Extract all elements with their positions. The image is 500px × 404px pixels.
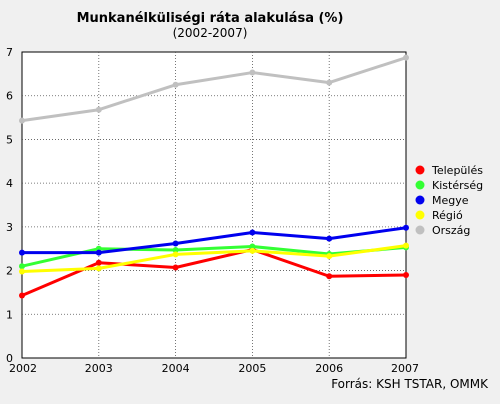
x-tick-label: 2005 [238,362,266,375]
x-tick-label: 2004 [162,362,190,375]
data-point [19,292,25,299]
data-point [172,81,179,88]
legend-marker [415,180,425,190]
data-point [19,268,25,275]
data-point [403,271,409,278]
legend-label: Régió [432,209,463,222]
y-tick-label: 2 [6,265,13,278]
x-tick-label: 2006 [315,362,343,375]
legend-label: Kistérség [432,179,483,192]
data-point [172,251,179,258]
data-point [19,263,25,270]
x-tick-label: 2007 [391,362,419,375]
chart-subtitle: (2002-2007) [173,26,248,40]
data-point [326,79,333,86]
legend-label: Település [431,164,483,177]
data-point [403,242,409,249]
legend-marker [415,210,425,220]
data-point [403,224,409,231]
data-point [172,264,179,271]
data-point [403,54,409,61]
data-point [249,243,256,250]
series-group [19,54,409,299]
data-point [326,273,333,280]
y-tick-label: 5 [6,133,13,146]
x-tick-label: 2002 [9,362,37,375]
grid-lines [22,52,406,358]
plot-area [21,51,407,359]
source-note: Forrás: KSH TSTAR, OMMK [331,377,489,391]
series-line [21,56,407,123]
chart-title: Munkanélküliségi ráta alakulása (%) [77,11,344,26]
y-tick-label: 7 [6,46,13,59]
data-point [249,69,256,76]
data-point [172,247,179,254]
legend: Település Kistérség Megye Régió Ország [415,164,483,237]
y-tick-label: 4 [6,177,13,190]
legend-label: Megye [432,194,469,207]
data-point [326,235,333,242]
data-point [172,240,179,247]
y-axis-ticks: 0 1 2 3 4 5 6 7 [6,46,13,365]
data-point [19,249,25,256]
data-point [249,247,256,254]
legend-marker [415,225,425,235]
y-tick-label: 1 [6,308,13,321]
data-point [249,229,256,236]
x-tick-label: 2003 [85,362,113,375]
y-tick-label: 6 [6,90,13,103]
legend-label: Ország [432,224,470,237]
y-tick-label: 0 [6,352,13,365]
data-point [95,259,102,266]
data-point [326,253,333,260]
y-tick-label: 3 [6,221,13,234]
legend-marker [415,165,425,175]
series-line [22,226,407,255]
legend-marker [415,195,425,205]
data-point [95,106,102,113]
data-point [95,249,102,256]
series-line [21,244,407,273]
data-point [95,265,102,272]
data-point [19,117,25,124]
x-axis-ticks: 2002 2003 2004 2005 2006 2007 [9,362,419,375]
